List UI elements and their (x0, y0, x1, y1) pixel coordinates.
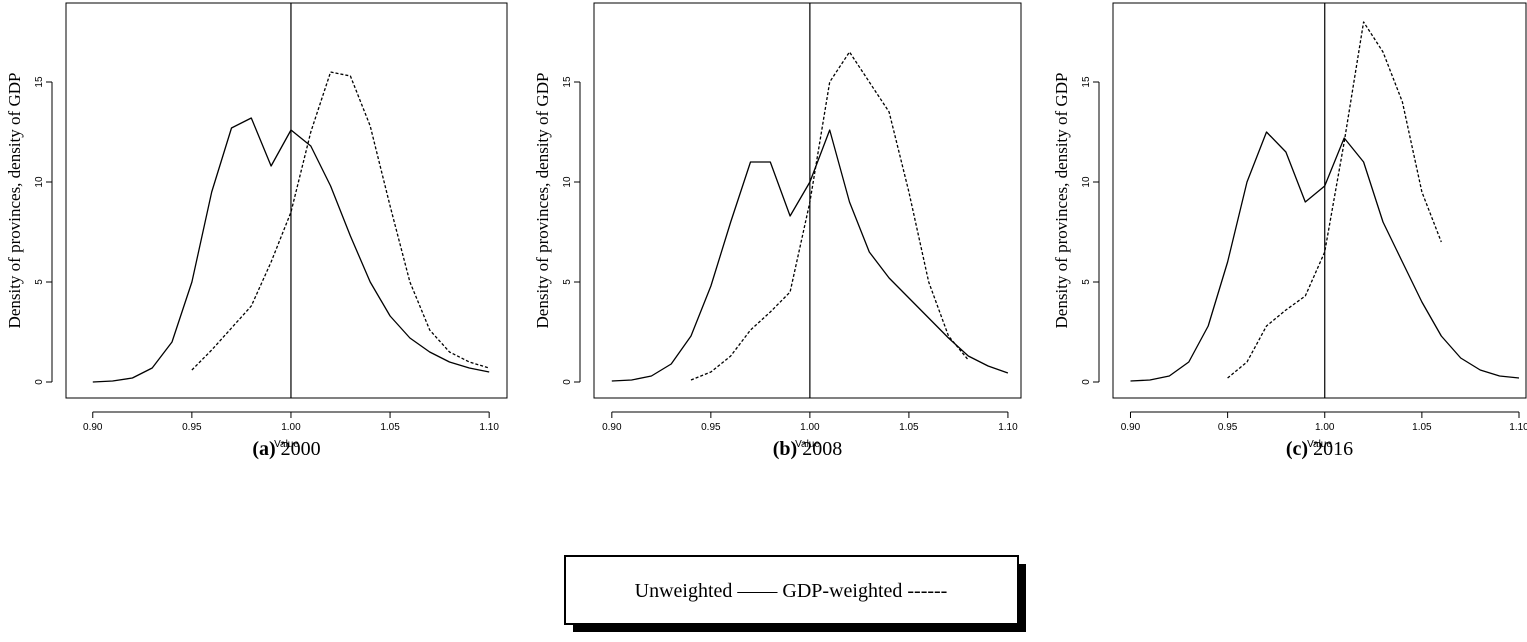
caption: (c) 2016 (1286, 438, 1353, 460)
density-line (191, 71, 490, 371)
plot-frame (593, 2, 1022, 399)
chart-panel: 0.90 0.95 1.00 1.05 1.10 0 5 10 15 Value Density o… (533, 2, 1022, 460)
y-tick-label: 0 (1081, 379, 1092, 385)
chart-panel: 0.90 0.95 1.00 1.05 1.10 0 5 10 15 Value Density o… (5, 2, 508, 460)
y-tick-label: 5 (34, 279, 45, 285)
caption-year: 2000 (281, 438, 321, 460)
density-line (690, 51, 969, 381)
x-tick-label: 0.90 (1121, 422, 1141, 433)
caption: (a) 2000 (252, 438, 320, 460)
x-tick-label: 0.95 (1218, 422, 1238, 433)
x-tick-label: 1.10 (998, 422, 1018, 433)
caption-year: 2016 (1313, 438, 1353, 460)
x-tick-label: 0.90 (83, 422, 103, 433)
density-line (92, 117, 490, 383)
y-tick-label: 15 (1081, 76, 1092, 88)
x-tick-label: 1.10 (1509, 422, 1527, 433)
x-tick-label: 1.00 (800, 422, 820, 433)
density-line (611, 129, 1009, 382)
y-tick-label: 0 (34, 379, 45, 385)
y-tick-label: 0 (562, 379, 573, 385)
y-tick-label: 5 (1081, 279, 1092, 285)
caption: (b) 2008 (773, 438, 842, 460)
y-tick-label: 15 (562, 76, 573, 88)
plot-frame (1112, 2, 1527, 399)
density-line (1130, 131, 1520, 382)
y-axis-title: Density of provinces, density of GDP (1052, 73, 1071, 329)
caption-label: (c) (1286, 438, 1308, 460)
x-tick-label: 0.95 (701, 422, 721, 433)
x-tick-label: 1.10 (479, 422, 499, 433)
y-tick-label: 10 (562, 176, 573, 188)
plot-frame (65, 2, 508, 399)
caption-label: (b) (773, 438, 797, 460)
x-tick-label: 1.00 (1315, 422, 1335, 433)
legend-text: Unweighted —— GDP-weighted ------ (635, 580, 948, 602)
legend-box (564, 555, 1019, 625)
x-axis-title: Value (274, 439, 299, 450)
x-tick-label: 1.05 (899, 422, 919, 433)
x-axis-title: Value (795, 439, 820, 450)
y-tick-label: 10 (34, 176, 45, 188)
x-tick-label: 1.00 (281, 422, 301, 433)
y-tick-label: 15 (34, 76, 45, 88)
caption-year: 2008 (802, 438, 842, 460)
chart-panel: 0.90 0.95 1.00 1.05 1.10 0 5 10 15 Value Density o… (1052, 2, 1527, 460)
caption-label: (a) (252, 438, 275, 460)
x-tick-label: 1.05 (380, 422, 400, 433)
y-tick-label: 10 (1081, 176, 1092, 188)
y-axis-title: Density of provinces, density of GDP (5, 73, 24, 329)
x-axis-title: Value (1307, 439, 1332, 450)
x-tick-label: 1.05 (1412, 422, 1432, 433)
density-line (1227, 21, 1442, 379)
y-axis-title: Density of provinces, density of GDP (533, 73, 552, 329)
x-tick-label: 0.95 (182, 422, 202, 433)
y-tick-label: 5 (562, 279, 573, 285)
x-tick-label: 0.90 (602, 422, 622, 433)
